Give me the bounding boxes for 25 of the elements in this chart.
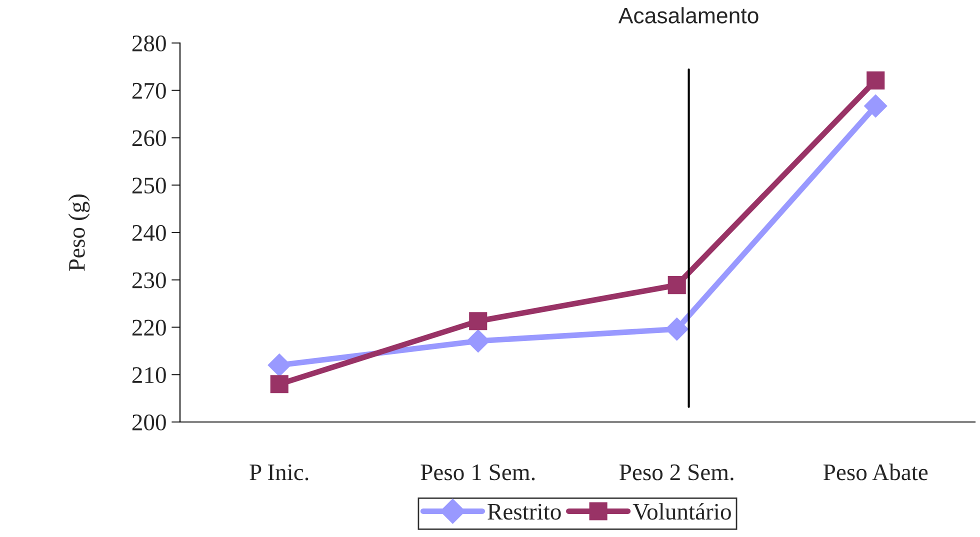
y-tick-label: 260 [132, 130, 166, 146]
x-tick-label: Peso 2 Sem. [620, 464, 734, 480]
y-tick-label: 210 [132, 367, 166, 384]
point [268, 353, 292, 377]
y-tick-label: 270 [132, 82, 166, 99]
x-tick-label: Peso 1 Sem. [420, 464, 535, 480]
point [864, 94, 888, 118]
y-tick-label: 200 [132, 414, 166, 430]
point [270, 375, 288, 394]
ref-line-label: Acasalamento [618, 7, 758, 24]
y-tick-label: 220 [132, 320, 166, 336]
y-tick-label: 240 [132, 224, 166, 241]
point [665, 317, 689, 341]
y-tick-label: 280 [132, 35, 166, 52]
point [469, 312, 488, 330]
x-tick-label: Peso Abate [824, 464, 928, 480]
point [668, 276, 686, 294]
point [866, 71, 885, 90]
y-tick-label: 250 [132, 178, 166, 194]
y-axis-title: Peso (g) [68, 194, 90, 271]
y-tick-label: 230 [132, 272, 166, 288]
x-tick-label: P Inic. [250, 464, 308, 480]
legend-label: Voluntário [632, 503, 731, 520]
point [466, 329, 490, 353]
legend-label: Restrito [488, 504, 561, 520]
